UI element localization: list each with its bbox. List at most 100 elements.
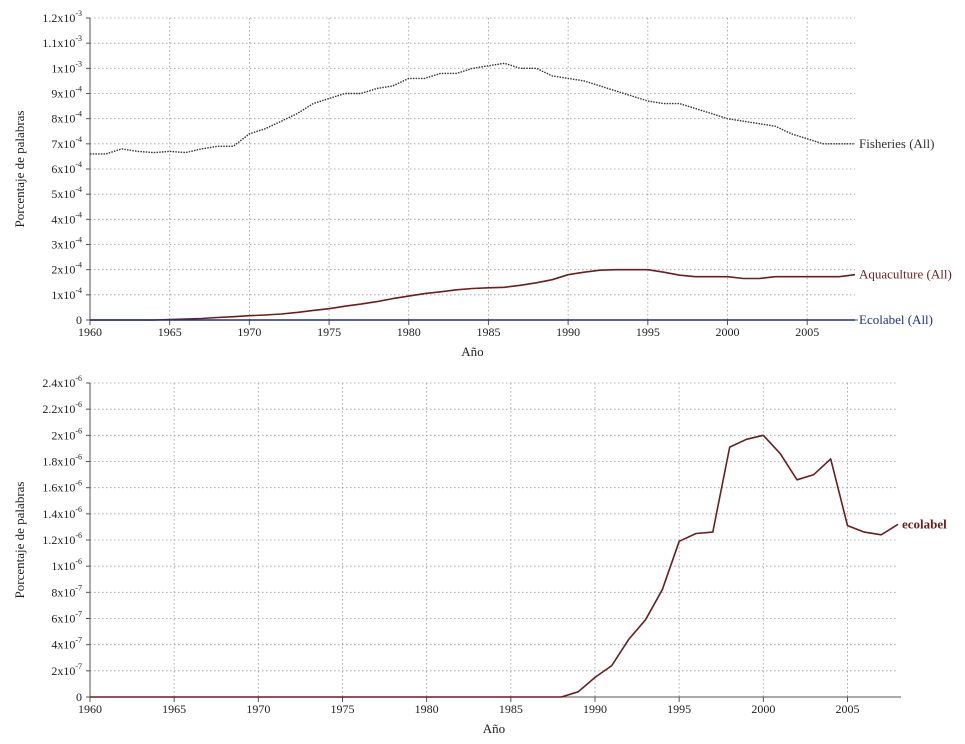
x-tick-label: 1975 xyxy=(331,702,355,716)
y-tick-label: 2x10-4 xyxy=(51,261,82,277)
y-tick-mantissa: 2.4x10 xyxy=(42,376,75,390)
y-tick-label: 1.4x10-6 xyxy=(42,505,82,521)
y-tick-label: 7x10-4 xyxy=(51,135,82,151)
y-tick-exponent: -4 xyxy=(75,110,82,119)
y-tick-mantissa: 4x10 xyxy=(51,212,75,226)
y-tick-mantissa: 1.2x10 xyxy=(42,533,75,547)
y-tick-exponent: -6 xyxy=(75,479,82,488)
series-label-3: Ecolabel (All) xyxy=(859,312,933,327)
y-tick-mantissa: 2x10 xyxy=(51,263,75,277)
x-tick-label: 1970 xyxy=(246,702,270,716)
y-tick-label: 2x10-7 xyxy=(51,662,82,678)
y-axis-title: Porcentaje de palabras xyxy=(12,482,27,599)
x-tick-label: 1960 xyxy=(78,325,102,339)
y-tick-exponent: -6 xyxy=(75,426,82,435)
y-tick-exponent: -4 xyxy=(75,210,82,219)
y-tick-mantissa: 2x10 xyxy=(51,428,75,442)
series-label-1: Fisheries (All) xyxy=(859,136,934,151)
y-tick-label: 6x10-7 xyxy=(51,610,82,626)
y-tick-label: 2x10-6 xyxy=(51,426,82,442)
y-tick-mantissa: 0 xyxy=(76,690,82,704)
y-tick-mantissa: 1.6x10 xyxy=(42,481,75,495)
y-tick-exponent: -4 xyxy=(75,286,82,295)
x-tick-label: 1960 xyxy=(78,702,102,716)
y-tick-label: 8x10-4 xyxy=(51,110,82,126)
y-tick-label: 0 xyxy=(76,690,82,704)
y-tick-label: 1.1x10-3 xyxy=(42,34,82,50)
y-tick-label: 1.6x10-6 xyxy=(42,479,82,495)
x-tick-label: 1990 xyxy=(556,325,580,339)
y-tick-label: 8x10-7 xyxy=(51,583,82,599)
y-tick-label: 1.8x10-6 xyxy=(42,453,82,469)
y-tick-mantissa: 4x10 xyxy=(51,638,75,652)
y-tick-label: 1x10-3 xyxy=(51,59,82,75)
x-axis-title: Año xyxy=(483,721,505,736)
y-tick-exponent: -3 xyxy=(75,34,82,43)
series-line-1 xyxy=(90,434,899,698)
chart-2: 02x10-74x10-76x10-78x10-71x10-61.2x10-61… xyxy=(12,374,947,736)
y-axis-title: Porcentaje de palabras xyxy=(12,111,27,228)
x-tick-label: 1985 xyxy=(476,325,500,339)
y-tick-label: 2.2x10-6 xyxy=(42,400,82,416)
x-tick-label: 1965 xyxy=(162,702,186,716)
x-tick-label: 1975 xyxy=(317,325,341,339)
y-tick-mantissa: 8x10 xyxy=(51,112,75,126)
y-tick-exponent: -6 xyxy=(75,505,82,514)
y-tick-exponent: -4 xyxy=(75,236,82,245)
x-tick-label: 2000 xyxy=(751,702,775,716)
y-tick-mantissa: 7x10 xyxy=(51,137,75,151)
x-tick-label: 2005 xyxy=(836,702,860,716)
y-tick-mantissa: 8x10 xyxy=(51,585,75,599)
y-tick-exponent: -7 xyxy=(75,636,82,645)
y-tick-label: 3x10-4 xyxy=(51,236,82,252)
y-tick-label: 2.4x10-6 xyxy=(42,374,82,390)
y-tick-exponent: -7 xyxy=(75,583,82,592)
x-tick-label: 2005 xyxy=(795,325,819,339)
y-tick-mantissa: 0 xyxy=(76,313,82,327)
y-tick-mantissa: 1.2x10 xyxy=(42,11,75,25)
y-tick-exponent: -3 xyxy=(75,59,82,68)
y-tick-mantissa: 1x10 xyxy=(51,559,75,573)
y-tick-label: 1.2x10-3 xyxy=(42,9,82,25)
x-axis-title: Año xyxy=(461,344,483,359)
chart-1: 01x10-42x10-43x10-44x10-45x10-46x10-47x1… xyxy=(12,9,952,359)
y-tick-exponent: -4 xyxy=(75,160,82,169)
x-tick-label: 1970 xyxy=(237,325,261,339)
y-tick-exponent: -4 xyxy=(75,135,82,144)
y-tick-mantissa: 1x10 xyxy=(51,288,75,302)
x-tick-label: 1990 xyxy=(583,702,607,716)
y-tick-exponent: -6 xyxy=(75,453,82,462)
y-tick-label: 4x10-4 xyxy=(51,210,82,226)
x-tick-label: 1995 xyxy=(667,702,691,716)
x-tick-label: 2000 xyxy=(716,325,740,339)
y-tick-label: 1x10-6 xyxy=(51,557,82,573)
y-tick-mantissa: 1.4x10 xyxy=(42,507,75,521)
y-tick-label: 0 xyxy=(76,313,82,327)
y-tick-exponent: -6 xyxy=(75,374,82,383)
y-tick-label: 5x10-4 xyxy=(51,185,82,201)
y-tick-mantissa: 2x10 xyxy=(51,664,75,678)
x-tick-label: 1995 xyxy=(636,325,660,339)
y-tick-exponent: -4 xyxy=(75,85,82,94)
series-line-1 xyxy=(90,62,855,155)
y-tick-exponent: -7 xyxy=(75,610,82,619)
y-tick-mantissa: 2.2x10 xyxy=(42,402,75,416)
y-tick-mantissa: 3x10 xyxy=(51,238,75,252)
y-tick-label: 4x10-7 xyxy=(51,636,82,652)
y-tick-exponent: -6 xyxy=(75,400,82,409)
y-tick-mantissa: 5x10 xyxy=(51,187,75,201)
x-tick-label: 1980 xyxy=(397,325,421,339)
x-tick-label: 1965 xyxy=(158,325,182,339)
y-tick-label: 9x10-4 xyxy=(51,85,82,101)
series-line-2 xyxy=(90,268,856,321)
y-tick-exponent: -6 xyxy=(75,557,82,566)
y-tick-label: 6x10-4 xyxy=(51,160,82,176)
x-tick-label: 1980 xyxy=(415,702,439,716)
y-tick-mantissa: 9x10 xyxy=(51,87,75,101)
x-tick-label: 1985 xyxy=(499,702,523,716)
y-tick-exponent: -4 xyxy=(75,261,82,270)
y-tick-exponent: -7 xyxy=(75,662,82,671)
y-tick-label: 1.2x10-6 xyxy=(42,531,82,547)
y-tick-mantissa: 1.8x10 xyxy=(42,455,75,469)
